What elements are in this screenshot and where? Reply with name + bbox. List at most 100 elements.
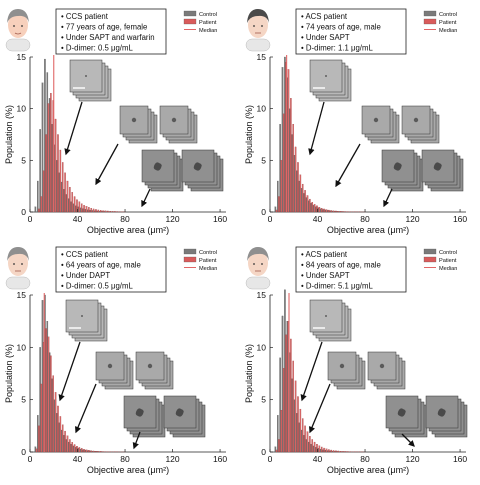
micrograph-particle bbox=[81, 315, 83, 317]
micrograph-particle bbox=[131, 117, 137, 123]
micrograph-stack bbox=[141, 149, 184, 192]
patient-bar bbox=[102, 210, 104, 213]
y-tick-label: 5 bbox=[21, 395, 26, 405]
patient-bar bbox=[71, 192, 74, 213]
patient-bar bbox=[330, 210, 333, 213]
legend: Control Patient Median bbox=[423, 248, 457, 272]
patient-info-line: • D-dimer: 0.5 μg/mL bbox=[61, 282, 133, 291]
patient-bar bbox=[316, 205, 318, 213]
patient-bar bbox=[275, 209, 278, 213]
x-tick-label: 160 bbox=[453, 214, 467, 224]
avatar-eye bbox=[13, 263, 15, 265]
patient-bar bbox=[313, 441, 316, 453]
patient-bar bbox=[332, 450, 335, 453]
avatar-face bbox=[248, 250, 268, 276]
patient-bar bbox=[294, 380, 297, 453]
patient-bar bbox=[88, 207, 90, 213]
patient-bar bbox=[83, 449, 85, 453]
patient-bar bbox=[38, 208, 40, 213]
y-axis-label: Population (%) bbox=[244, 344, 254, 403]
patient-bar bbox=[335, 210, 337, 213]
patient-bar bbox=[95, 209, 97, 213]
avatar-hair bbox=[247, 9, 269, 23]
x-tick-label: 160 bbox=[453, 454, 467, 464]
micrograph-stack bbox=[327, 351, 366, 390]
patient-info-line: • Under SAPT and warfarin bbox=[61, 33, 155, 42]
legend-label: Median bbox=[439, 266, 457, 272]
patient-info-line: • CCS patient bbox=[61, 250, 109, 259]
patient-bar bbox=[320, 446, 323, 453]
patient-bar bbox=[97, 209, 100, 213]
patient-bar bbox=[90, 450, 93, 453]
micrograph-particle bbox=[413, 117, 419, 123]
x-tick-label: 80 bbox=[360, 214, 370, 224]
patient-bar bbox=[282, 113, 285, 213]
patient-bar bbox=[309, 436, 311, 453]
patient-bar bbox=[116, 211, 119, 213]
avatar-hair bbox=[7, 9, 29, 23]
x-tick-label: 160 bbox=[213, 454, 227, 464]
control-bar bbox=[39, 129, 41, 213]
patient-bar bbox=[304, 190, 306, 213]
micrograph-stack bbox=[123, 395, 166, 438]
patient-bar bbox=[342, 451, 344, 453]
avatar-eye bbox=[13, 25, 15, 27]
micrograph-particle bbox=[339, 363, 345, 369]
legend-swatch bbox=[423, 10, 437, 17]
micrograph-particle bbox=[171, 117, 177, 123]
x-axis-label: Objective area (μm²) bbox=[327, 465, 409, 475]
y-tick-label: 15 bbox=[17, 52, 27, 62]
micrograph-stack bbox=[309, 299, 352, 342]
x-tick-label: 40 bbox=[73, 214, 83, 224]
patient-bar bbox=[92, 450, 95, 453]
patient-bar bbox=[69, 187, 71, 213]
legend: Control Patient Median bbox=[423, 10, 457, 34]
x-axis-label: Objective area (μm²) bbox=[87, 465, 169, 475]
pointer-arrow bbox=[308, 101, 325, 156]
patient-info-line: • D-dimer: 1.1 μg/mL bbox=[301, 44, 373, 53]
y-tick-label: 15 bbox=[257, 52, 267, 62]
micrograph-particle bbox=[397, 408, 406, 417]
patient-info-box bbox=[55, 246, 167, 293]
x-tick-label: 120 bbox=[165, 214, 179, 224]
x-tick-label: 0 bbox=[268, 214, 273, 224]
patient-bar bbox=[38, 425, 40, 453]
micrograph-particle bbox=[135, 408, 144, 417]
micrograph-particle bbox=[325, 315, 327, 317]
pointer-arrow bbox=[132, 431, 141, 450]
patient-bar bbox=[311, 202, 314, 213]
pointer-arrow bbox=[64, 101, 83, 156]
y-tick-label: 5 bbox=[261, 155, 266, 165]
y-tick-label: 15 bbox=[257, 290, 267, 300]
control-bar bbox=[41, 82, 44, 213]
micrograph-stack bbox=[181, 149, 224, 192]
patient-bar bbox=[102, 451, 104, 453]
y-tick-label: 10 bbox=[17, 104, 27, 114]
micrograph-particle bbox=[373, 117, 379, 123]
y-tick-label: 15 bbox=[17, 290, 27, 300]
chart-panel-bottom-right: 0 40 80 120 160 0 5 10 15 Objective area (μm²) Pop… bbox=[244, 246, 467, 475]
patient-bar bbox=[104, 210, 107, 213]
patient-avatar bbox=[245, 9, 271, 52]
patient-bar bbox=[323, 447, 325, 453]
micrograph-particle bbox=[379, 363, 385, 369]
y-axis-label: Population (%) bbox=[4, 105, 14, 164]
chart-panel-top-right: 0 40 80 120 160 0 5 10 15 Objective area (μm²) Pop… bbox=[244, 8, 467, 235]
avatar-hair bbox=[247, 247, 269, 261]
patient-bar bbox=[92, 208, 95, 213]
pointer-arrow bbox=[95, 143, 119, 186]
micrograph-particle bbox=[433, 162, 442, 171]
x-tick-label: 80 bbox=[360, 454, 370, 464]
x-tick-label: 40 bbox=[73, 454, 83, 464]
patient-bar bbox=[339, 211, 342, 213]
micrograph-stack bbox=[309, 59, 352, 102]
y-tick-label: 10 bbox=[17, 342, 27, 352]
legend-swatch bbox=[183, 18, 197, 25]
micrograph-particle bbox=[325, 75, 327, 77]
legend-swatch bbox=[423, 18, 437, 25]
micrograph-stack bbox=[401, 105, 440, 144]
patient-avatar bbox=[5, 9, 31, 52]
patient-bar bbox=[278, 439, 280, 453]
patient-bar bbox=[57, 134, 59, 213]
patient-bar bbox=[328, 449, 330, 453]
